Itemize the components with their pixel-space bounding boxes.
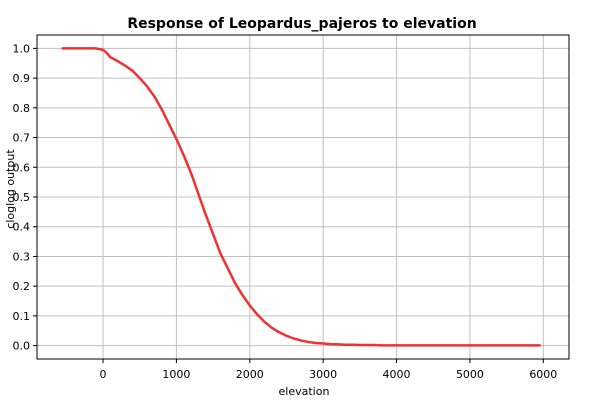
y-axis-label: cloglog output: [4, 149, 17, 229]
y-tick-label: 1.0: [13, 42, 31, 55]
plot-frame: [36, 34, 570, 360]
y-tick-label: 0.3: [13, 250, 31, 263]
y-tick-label: 0.5: [13, 191, 31, 204]
plot-area: 0 1000 2000 3000 4000 5000 6000 0.0 0.1 0.2 0.3 0.4…: [13, 34, 570, 381]
x-tick-label: 3000: [309, 368, 337, 381]
x-axis-label: elevation: [279, 385, 330, 398]
x-tick-label: 2000: [236, 368, 264, 381]
y-tick-label: 0.8: [13, 102, 31, 115]
y-tick-label: 0.1: [13, 310, 31, 323]
y-tick-label: 0.7: [13, 132, 31, 145]
chart-title: Response of Leopardus_pajeros to elevati…: [127, 16, 476, 32]
x-tick-label: 6000: [529, 368, 557, 381]
series-line: [61, 47, 541, 347]
x-tick-label: 0: [100, 368, 107, 381]
y-tick-label: 0.4: [13, 221, 31, 234]
y-tick-label: 0.0: [13, 340, 31, 353]
y-tick-label: 0.6: [13, 161, 31, 174]
x-tick-label: 1000: [162, 368, 190, 381]
x-tick-label: 4000: [383, 368, 411, 381]
y-tick-label: 0.9: [13, 72, 31, 85]
y-tick-label: 0.2: [13, 280, 31, 293]
x-tick-label: 5000: [456, 368, 484, 381]
